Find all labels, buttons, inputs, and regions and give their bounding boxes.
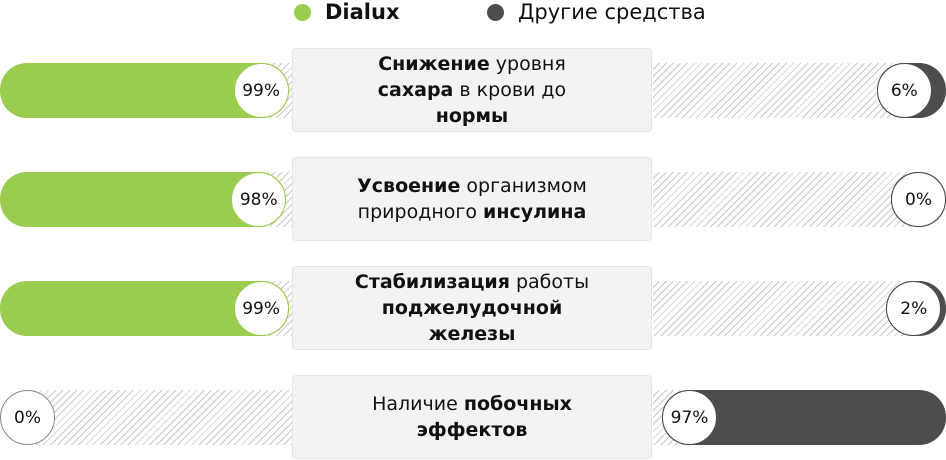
legend-item-other: Другие средства [487, 0, 706, 24]
other-track: 2% [653, 281, 946, 336]
legend-dot-icon [294, 3, 311, 21]
other-value-label: 97% [662, 390, 718, 445]
dialux-value-label: 0% [0, 390, 55, 445]
category-label: Стабилизация работы поджелудочной железы [292, 266, 652, 350]
other-track: 6% [653, 63, 946, 118]
legend-item-dialux: Dialux [294, 0, 400, 24]
dialux-value-label: 98% [231, 172, 287, 227]
category-label: Наличие побочных эффектов [292, 375, 652, 459]
other-track: 0% [653, 172, 946, 227]
dialux-value-label: 99% [233, 281, 289, 336]
legend-label: Другие средства [518, 0, 706, 24]
legend: Dialux Другие средства [0, 0, 946, 26]
dialux-track: 99% [0, 63, 293, 118]
category-label: Усвоение организмом природного инсулина [292, 157, 652, 241]
other-track: 97% [653, 390, 946, 445]
dialux-track: 98% [0, 172, 293, 227]
category-label: Снижение уровня сахара в крови до нормы [292, 48, 652, 132]
dialux-track: 0% [0, 390, 293, 445]
legend-dot-icon [487, 3, 504, 21]
dialux-value-label: 99% [233, 63, 289, 118]
dialux-track: 99% [0, 281, 293, 336]
other-value-label: 0% [891, 172, 946, 227]
other-value-label: 2% [886, 281, 942, 336]
legend-label: Dialux [325, 0, 400, 24]
other-value-label: 6% [876, 63, 932, 118]
